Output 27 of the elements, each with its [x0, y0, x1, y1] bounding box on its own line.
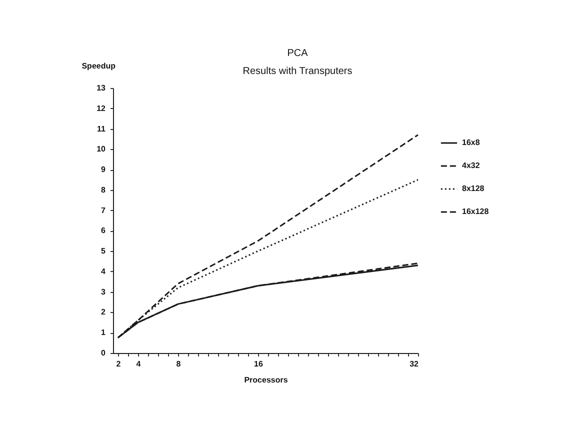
- x-tick-label: 4: [136, 360, 142, 368]
- y-tick-label: 1: [101, 328, 106, 338]
- legend-label: 16x128: [462, 207, 490, 216]
- x-tick-label: 2: [116, 360, 122, 368]
- x-tick-label: 32: [410, 360, 420, 368]
- y-tick-label: 13: [96, 84, 106, 92]
- y-axis-title: Speedup: [82, 62, 116, 70]
- y-tick-label: 8: [101, 185, 106, 194]
- y-tick-label: 11: [97, 124, 106, 134]
- y-tick-label: 2: [101, 308, 106, 317]
- legend-label: 4x32: [462, 161, 480, 170]
- y-tick-label: 6: [101, 226, 106, 236]
- y-tick-label: 7: [101, 206, 106, 215]
- y-tick-label: 4: [101, 266, 106, 276]
- chart-title: PCA: [287, 48, 308, 59]
- legend-label: 16x8: [462, 138, 480, 147]
- y-tick-label: 10: [96, 144, 106, 154]
- y-tick-label: 0: [101, 348, 106, 358]
- x-tick-label: 8: [176, 360, 182, 368]
- legend-label: 8x128: [462, 184, 485, 193]
- x-axis-title: Processors: [244, 376, 288, 384]
- y-tick-label: 12: [96, 104, 106, 113]
- y-tick-label: 5: [101, 246, 106, 256]
- y-tick-label: 9: [101, 165, 106, 174]
- y-tick-label: 3: [101, 287, 106, 296]
- x-tick-label: 16: [254, 360, 264, 368]
- chart-subtitle: Results with Transputers: [242, 66, 352, 77]
